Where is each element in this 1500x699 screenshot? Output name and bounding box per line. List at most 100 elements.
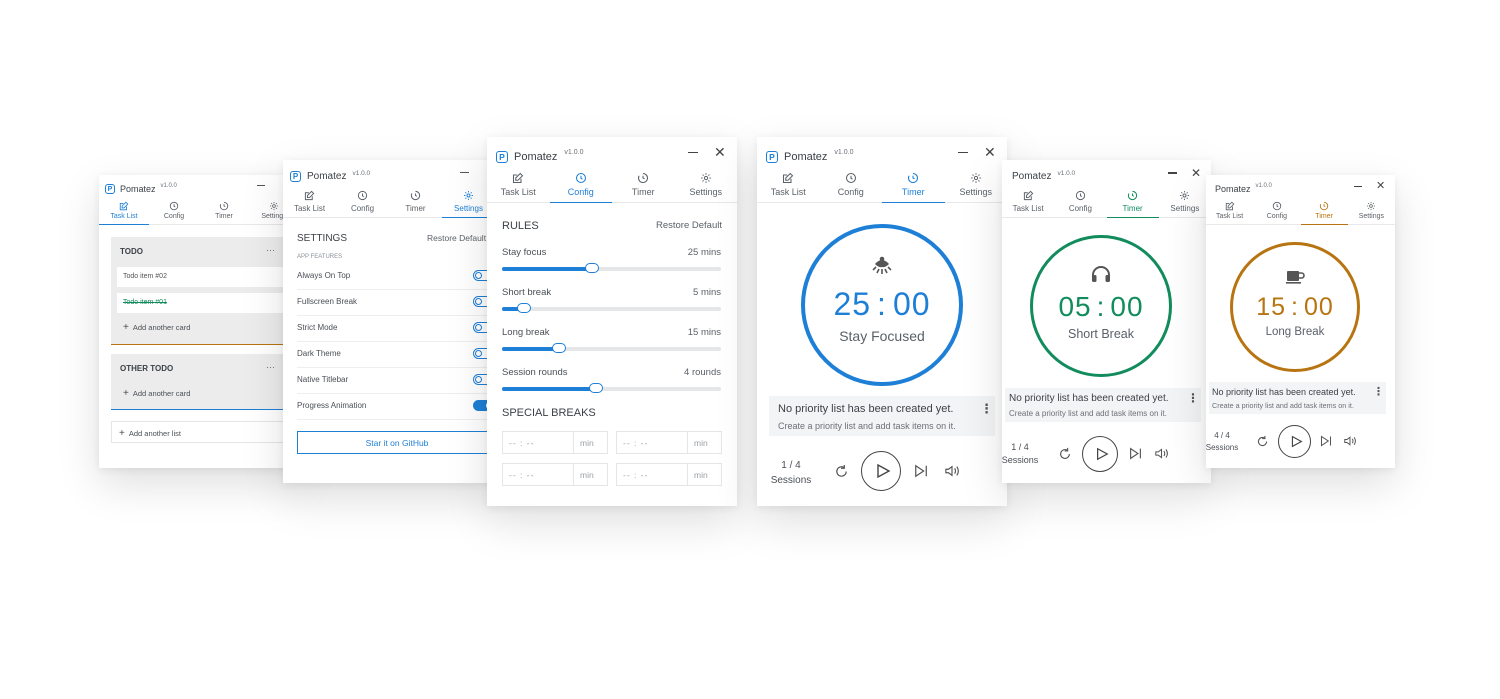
minimize-button[interactable] (958, 151, 968, 154)
tab-config[interactable]: Config (1054, 186, 1106, 217)
minimize-button[interactable] (1354, 185, 1362, 188)
more-icon[interactable]: ⋮ (1187, 391, 1199, 405)
priority-list-banner[interactable]: No priority list has been created yet. ⋮… (1209, 382, 1386, 414)
skip-icon[interactable] (914, 464, 928, 478)
title-bar[interactable]: Pomatez v1.0.0 ✕ (1206, 175, 1395, 197)
tab-timer[interactable]: Timer (199, 197, 249, 224)
tab-config[interactable]: Config (149, 197, 199, 224)
list-menu-button[interactable]: ··· (266, 245, 275, 255)
time-input[interactable]: -- : -- (623, 470, 649, 480)
play-button[interactable] (1278, 425, 1311, 458)
minimize-button[interactable] (257, 185, 265, 186)
skip-icon[interactable] (1320, 435, 1332, 447)
settings-option-row[interactable]: Strict Mode (297, 322, 495, 342)
skip-icon[interactable] (1129, 447, 1142, 460)
tab-timer[interactable]: Timer (389, 186, 442, 217)
tab-settings[interactable]: Settings (1159, 186, 1211, 217)
title-bar[interactable]: P Pomatez v1.0.0 (99, 175, 299, 197)
github-button[interactable]: Star it on GitHub (297, 431, 495, 454)
list-menu-button[interactable]: ··· (266, 362, 275, 372)
priority-list-banner[interactable]: No priority list has been created yet. ⋮… (769, 396, 995, 436)
title-bar[interactable]: P Pomatez v1.0.0 ✕ (487, 137, 737, 167)
slider-thumb[interactable] (517, 303, 531, 313)
special-break-field[interactable]: -- : -- min (502, 431, 608, 454)
reset-icon[interactable] (834, 464, 849, 479)
slider-thumb[interactable] (552, 343, 566, 353)
priority-list-banner[interactable]: No priority list has been created yet. ⋮… (1005, 388, 1201, 422)
tab-settings[interactable]: Settings (442, 186, 495, 218)
timer-display: 15:00 (1233, 293, 1357, 322)
tab-settings[interactable]: Settings (249, 197, 299, 224)
close-icon[interactable]: ✕ (1376, 180, 1386, 192)
settings-option-row[interactable]: Fullscreen Break (297, 296, 495, 316)
minimize-button[interactable] (688, 151, 698, 154)
settings-option-row[interactable]: Progress Animation (297, 400, 495, 420)
tab-task-list[interactable]: Task List (757, 167, 820, 202)
slider-track[interactable] (502, 383, 721, 393)
tab-timer[interactable]: Timer (612, 167, 675, 202)
close-icon[interactable]: ✕ (984, 144, 996, 160)
slider-thumb[interactable] (589, 383, 603, 393)
restore-default-button[interactable]: Restore Default (655, 220, 722, 231)
title-bar[interactable]: P Pomatez v1.0.0 (283, 160, 495, 186)
settings-option-row[interactable]: Always On Top (297, 270, 495, 290)
task-card-done[interactable]: Todo item #01 (117, 293, 289, 313)
more-icon[interactable]: ⋮ (1373, 386, 1384, 398)
tab-config[interactable]: Config (549, 167, 613, 203)
tab-task-list[interactable]: Task List (1206, 197, 1253, 224)
more-icon[interactable]: ⋮ (980, 401, 993, 416)
toggle-switch[interactable] (473, 348, 495, 359)
min-input[interactable]: min (694, 470, 708, 480)
tab-timer[interactable]: Timer (1300, 197, 1349, 225)
tab-task-list[interactable]: Task List (1002, 186, 1054, 217)
tab-task-list[interactable]: Task List (99, 197, 149, 225)
toggle-switch[interactable] (473, 322, 495, 333)
add-card-button[interactable]: + Add another card (123, 388, 190, 399)
tab-settings[interactable]: Settings (1348, 197, 1395, 224)
slider-track[interactable] (502, 263, 721, 273)
min-input[interactable]: min (580, 470, 594, 480)
slider-label: Short break (502, 287, 552, 298)
restore-default-button[interactable]: Restore Default (427, 233, 487, 243)
tab-timer[interactable]: Timer (882, 167, 945, 203)
task-card[interactable]: Todo item #02 (117, 267, 289, 287)
tab-config[interactable]: Config (820, 167, 883, 202)
min-input[interactable]: min (694, 438, 708, 448)
timer-ring: 25:00 Stay Focused (801, 224, 963, 386)
slider-track[interactable] (502, 303, 721, 313)
tab-settings[interactable]: Settings (675, 167, 738, 202)
min-input[interactable]: min (580, 438, 594, 448)
add-card-button[interactable]: + Add another card (123, 322, 190, 333)
tab-timer[interactable]: Timer (1106, 186, 1160, 218)
volume-icon[interactable] (1154, 447, 1169, 460)
tab-label: Task List (110, 213, 138, 220)
tab-config[interactable]: Config (1253, 197, 1300, 224)
reset-icon[interactable] (1058, 447, 1072, 461)
play-button[interactable] (861, 451, 901, 491)
reset-icon[interactable] (1256, 435, 1269, 448)
play-button[interactable] (1082, 436, 1118, 472)
special-break-field[interactable]: -- : -- min (616, 463, 722, 486)
tab-task-list[interactable]: Task List (487, 167, 550, 202)
time-input[interactable]: -- : -- (623, 438, 649, 448)
volume-icon[interactable] (1343, 435, 1357, 447)
tab-config[interactable]: Config (336, 186, 389, 217)
title-bar[interactable]: P Pomatez v1.0.0 ✕ (757, 137, 1007, 167)
time-input[interactable]: -- : -- (509, 438, 535, 448)
close-icon[interactable]: ✕ (1191, 166, 1202, 180)
slider-thumb[interactable] (585, 263, 599, 273)
slider-track[interactable] (502, 343, 721, 353)
special-break-field[interactable]: -- : -- min (502, 463, 608, 486)
special-break-field[interactable]: -- : -- min (616, 431, 722, 454)
settings-option-row[interactable]: Dark Theme (297, 348, 495, 368)
title-bar[interactable]: Pomatez v1.0.0 ✕ (1002, 160, 1211, 186)
tab-task-list[interactable]: Task List (283, 186, 336, 217)
close-icon[interactable]: ✕ (714, 144, 726, 160)
add-list-button[interactable]: + Add another list (111, 421, 291, 443)
settings-option-row[interactable]: Native Titlebar (297, 374, 495, 394)
minimize-button[interactable] (1168, 172, 1177, 174)
minimize-button[interactable] (460, 172, 469, 173)
volume-icon[interactable] (944, 464, 960, 478)
time-input[interactable]: -- : -- (509, 470, 535, 480)
tab-settings[interactable]: Settings (945, 167, 1008, 202)
